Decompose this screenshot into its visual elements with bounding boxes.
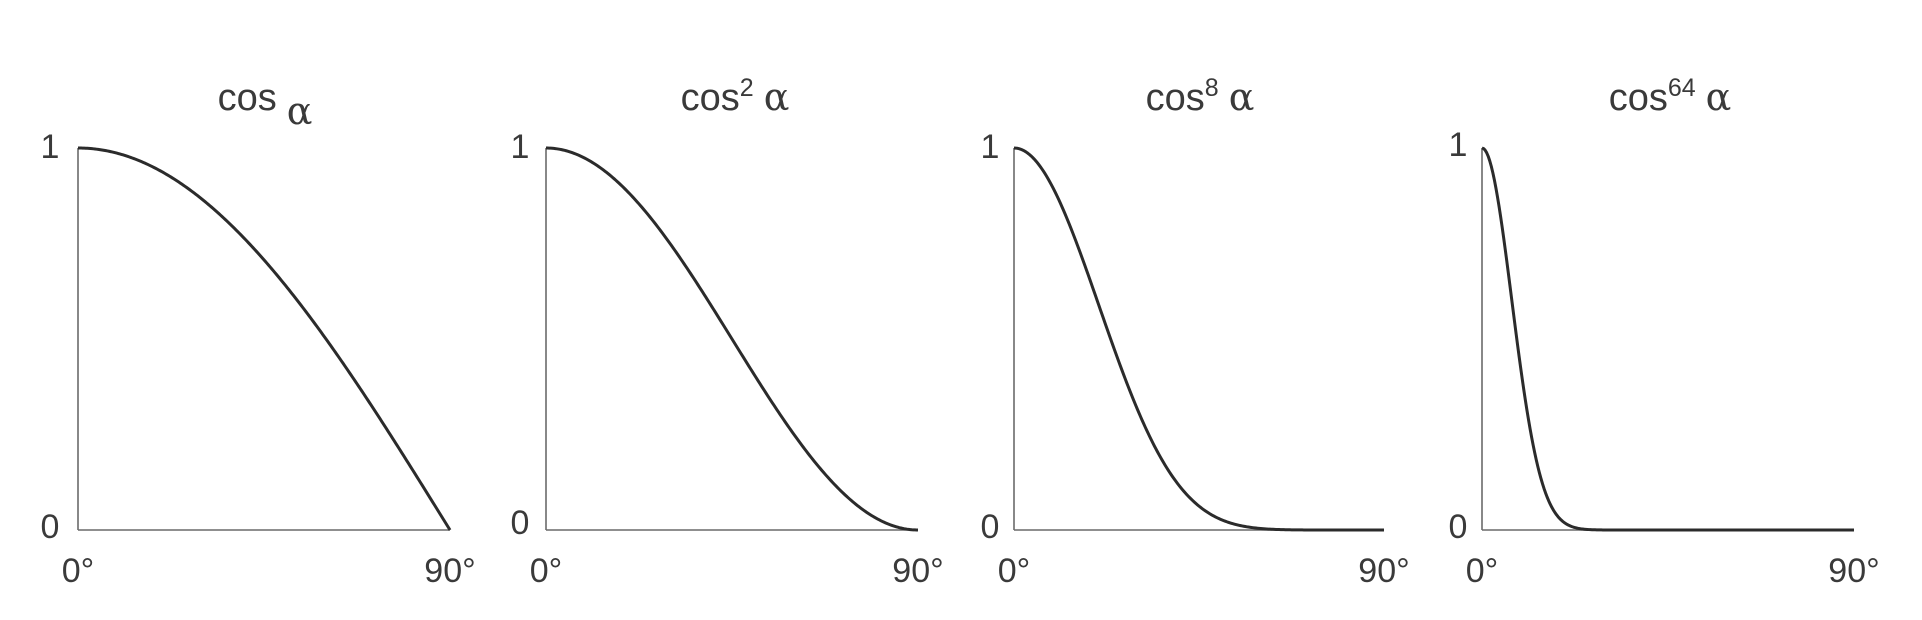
title-base: cos [218, 77, 277, 119]
y-tick-0: 0 [511, 504, 530, 542]
y-tick-1: 1 [981, 128, 1000, 166]
cos-1-curve [77, 146, 452, 531]
title-base: cos [1146, 77, 1205, 119]
panel-cos-2: cos2 α 1 0 0° 90° [511, 74, 944, 590]
title-base: cos [1609, 77, 1668, 119]
title-variable: α [1706, 75, 1732, 119]
panel-title: cos64 α [1609, 74, 1732, 119]
title-base: cos [681, 77, 740, 119]
x-tick-0: 0° [62, 552, 95, 590]
x-tick-0: 0° [998, 552, 1031, 590]
cos-2-curve [545, 146, 919, 532]
cos-8-curve [1013, 146, 1384, 532]
panel-cos-1: cos α 1 0 0° 90° [41, 77, 476, 590]
x-tick-90: 90° [1828, 552, 1879, 590]
x-tick-0: 0° [1466, 552, 1499, 590]
y-tick-0: 0 [41, 508, 60, 546]
title-exponent: 2 [740, 74, 754, 102]
panel-cos-8: cos8 α 1 0 0° 90° [981, 74, 1410, 590]
title-exponent: 64 [1668, 74, 1696, 102]
title-exponent: 8 [1205, 74, 1219, 102]
cos-64-curve [1481, 146, 1854, 532]
x-tick-90: 90° [424, 552, 475, 590]
y-tick-1: 1 [511, 128, 530, 166]
y-tick-1: 1 [41, 128, 60, 166]
x-tick-90: 90° [1358, 552, 1409, 590]
title-variable: α [1229, 75, 1255, 119]
y-tick-1: 1 [1449, 126, 1468, 164]
title-variable: α [287, 89, 313, 133]
panel-title: cos α [218, 77, 313, 133]
x-tick-0: 0° [530, 552, 563, 590]
x-tick-90: 90° [892, 552, 943, 590]
y-tick-0: 0 [1449, 508, 1468, 546]
y-tick-0: 0 [981, 508, 1000, 546]
title-variable: α [764, 75, 790, 119]
panel-cos-64: cos64 α 1 0 0° 90° [1449, 74, 1880, 590]
panel-title: cos8 α [1146, 74, 1255, 119]
panel-title: cos2 α [681, 74, 790, 119]
